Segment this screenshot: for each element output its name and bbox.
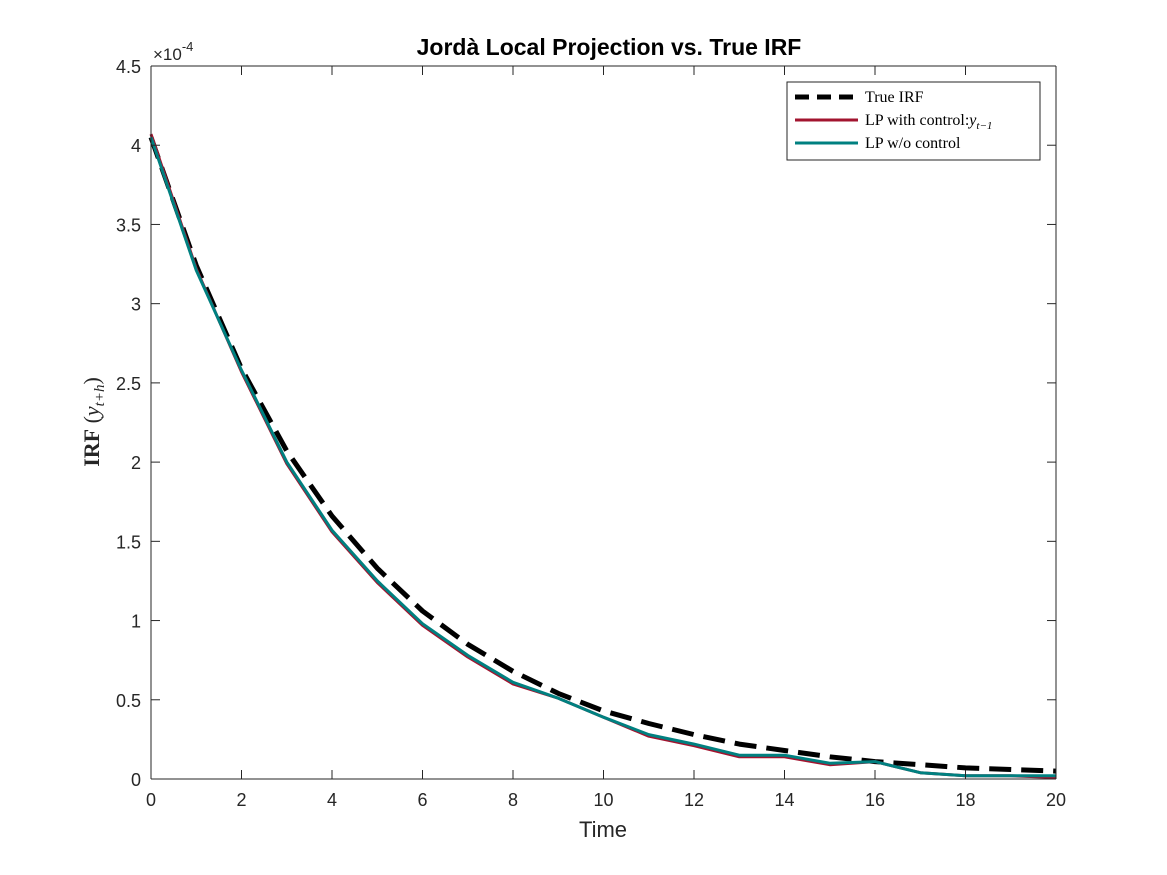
ticks-layer: 0 2 4 6 8 10 12 14 16 18 20 0 0.5 1 1.5 2 2.5 3 3.5 4 4.5 xyxy=(116,57,1066,810)
y-tick-label-3: 3 xyxy=(131,295,141,315)
y-axis-label-main: IRF xyxy=(79,429,104,467)
y-exponent-power: -4 xyxy=(182,39,194,54)
y-tick-label-0-5: 0.5 xyxy=(116,691,141,711)
legend-label-true-irf: True IRF xyxy=(865,89,924,106)
y-exponent-label: ×10-4 xyxy=(153,39,193,64)
y-tick-label-4: 4 xyxy=(131,136,141,156)
x-tick-label-6: 6 xyxy=(417,790,427,810)
x-tick-label-18: 18 xyxy=(955,790,975,810)
axes-background xyxy=(151,66,1056,779)
y-tick-label-1: 1 xyxy=(131,612,141,632)
y-axis-label: IRF (yt+h) xyxy=(79,377,108,467)
legend-label-lp-with-control-var: y xyxy=(967,112,977,129)
x-axis-label: Time xyxy=(579,817,627,842)
x-tick-label-8: 8 xyxy=(508,790,518,810)
y-tick-label-0: 0 xyxy=(131,770,141,790)
legend-label-lp-with-control-subscript: t−1 xyxy=(976,120,992,132)
plot-area: 0 2 4 6 8 10 12 14 16 18 20 0 0.5 1 1.5 2 2.5 3 3.5 4 4.5 xyxy=(116,57,1066,810)
y-tick-label-1-5: 1.5 xyxy=(116,532,141,552)
x-tick-label-20: 20 xyxy=(1046,790,1066,810)
y-exponent-times: ×10 xyxy=(153,45,182,64)
series-layer xyxy=(148,133,1057,779)
x-tick-label-0: 0 xyxy=(146,790,156,810)
x-tick-label-4: 4 xyxy=(327,790,337,810)
y-axis-label-subscript: t+h xyxy=(92,385,108,407)
legend-label-lp-without-control: LP w/o control xyxy=(865,135,961,152)
legend-label-lp-with-control: LP with control:yt−1 xyxy=(865,112,992,132)
x-tick-label-16: 16 xyxy=(865,790,885,810)
legend: True IRF LP with control:yt−1 LP w/o con… xyxy=(786,81,1041,161)
series-true-irf-line xyxy=(148,136,1057,774)
x-tick-label-14: 14 xyxy=(774,790,794,810)
legend-label-lp-with-control-text: LP with control: xyxy=(865,112,969,129)
y-tick-label-4-5: 4.5 xyxy=(116,57,141,77)
y-tick-label-3-5: 3.5 xyxy=(116,215,141,235)
chart-title: Jordà Local Projection vs. True IRF xyxy=(417,34,802,60)
y-tick-label-2-5: 2.5 xyxy=(116,374,141,394)
x-tick-label-10: 10 xyxy=(593,790,613,810)
y-axis-label-var: y xyxy=(79,406,104,418)
series-lp-without-control-line xyxy=(149,136,1056,778)
x-tick-label-12: 12 xyxy=(684,790,704,810)
x-tick-label-2: 2 xyxy=(236,790,246,810)
y-tick-label-2: 2 xyxy=(131,453,141,473)
